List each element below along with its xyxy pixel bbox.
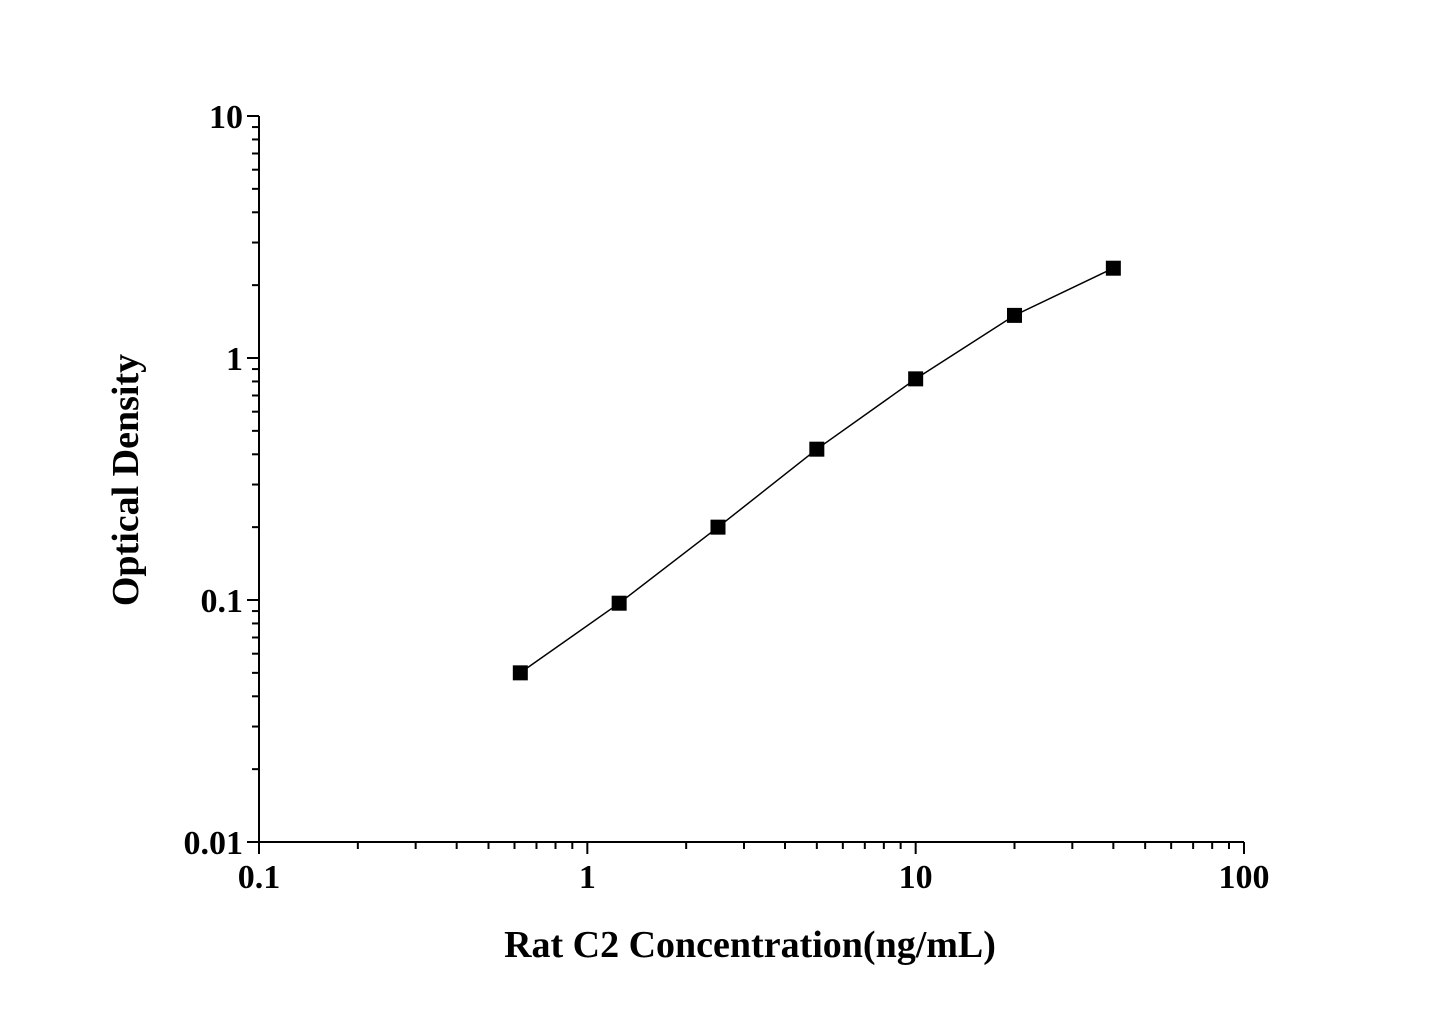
- x-tick-label: 0.1: [238, 859, 281, 896]
- y-tick-label: 0.1: [201, 583, 244, 620]
- y-tick-label: 10: [209, 99, 243, 136]
- axes: [258, 116, 1244, 843]
- data-point-marker: [1007, 307, 1023, 323]
- x-tick-label: 10: [899, 859, 933, 896]
- series: [512, 260, 1121, 681]
- data-point-marker: [710, 519, 726, 535]
- data-point-marker: [809, 441, 825, 457]
- x-tick-label: 100: [1219, 859, 1270, 896]
- y-axis-title: Optical Density: [105, 354, 147, 606]
- data-point-marker: [908, 371, 924, 387]
- series-line: [519, 267, 1114, 674]
- x-axis-title: Rat C2 Concentration(ng/mL): [504, 924, 996, 966]
- ticks: [247, 115, 1245, 854]
- y-tick-label: 0.01: [184, 825, 244, 862]
- data-point-marker: [512, 665, 528, 681]
- data-point-marker: [611, 595, 627, 611]
- x-tick-label: 1: [579, 859, 596, 896]
- data-point-marker: [1105, 260, 1121, 276]
- y-tick-label: 1: [226, 341, 243, 378]
